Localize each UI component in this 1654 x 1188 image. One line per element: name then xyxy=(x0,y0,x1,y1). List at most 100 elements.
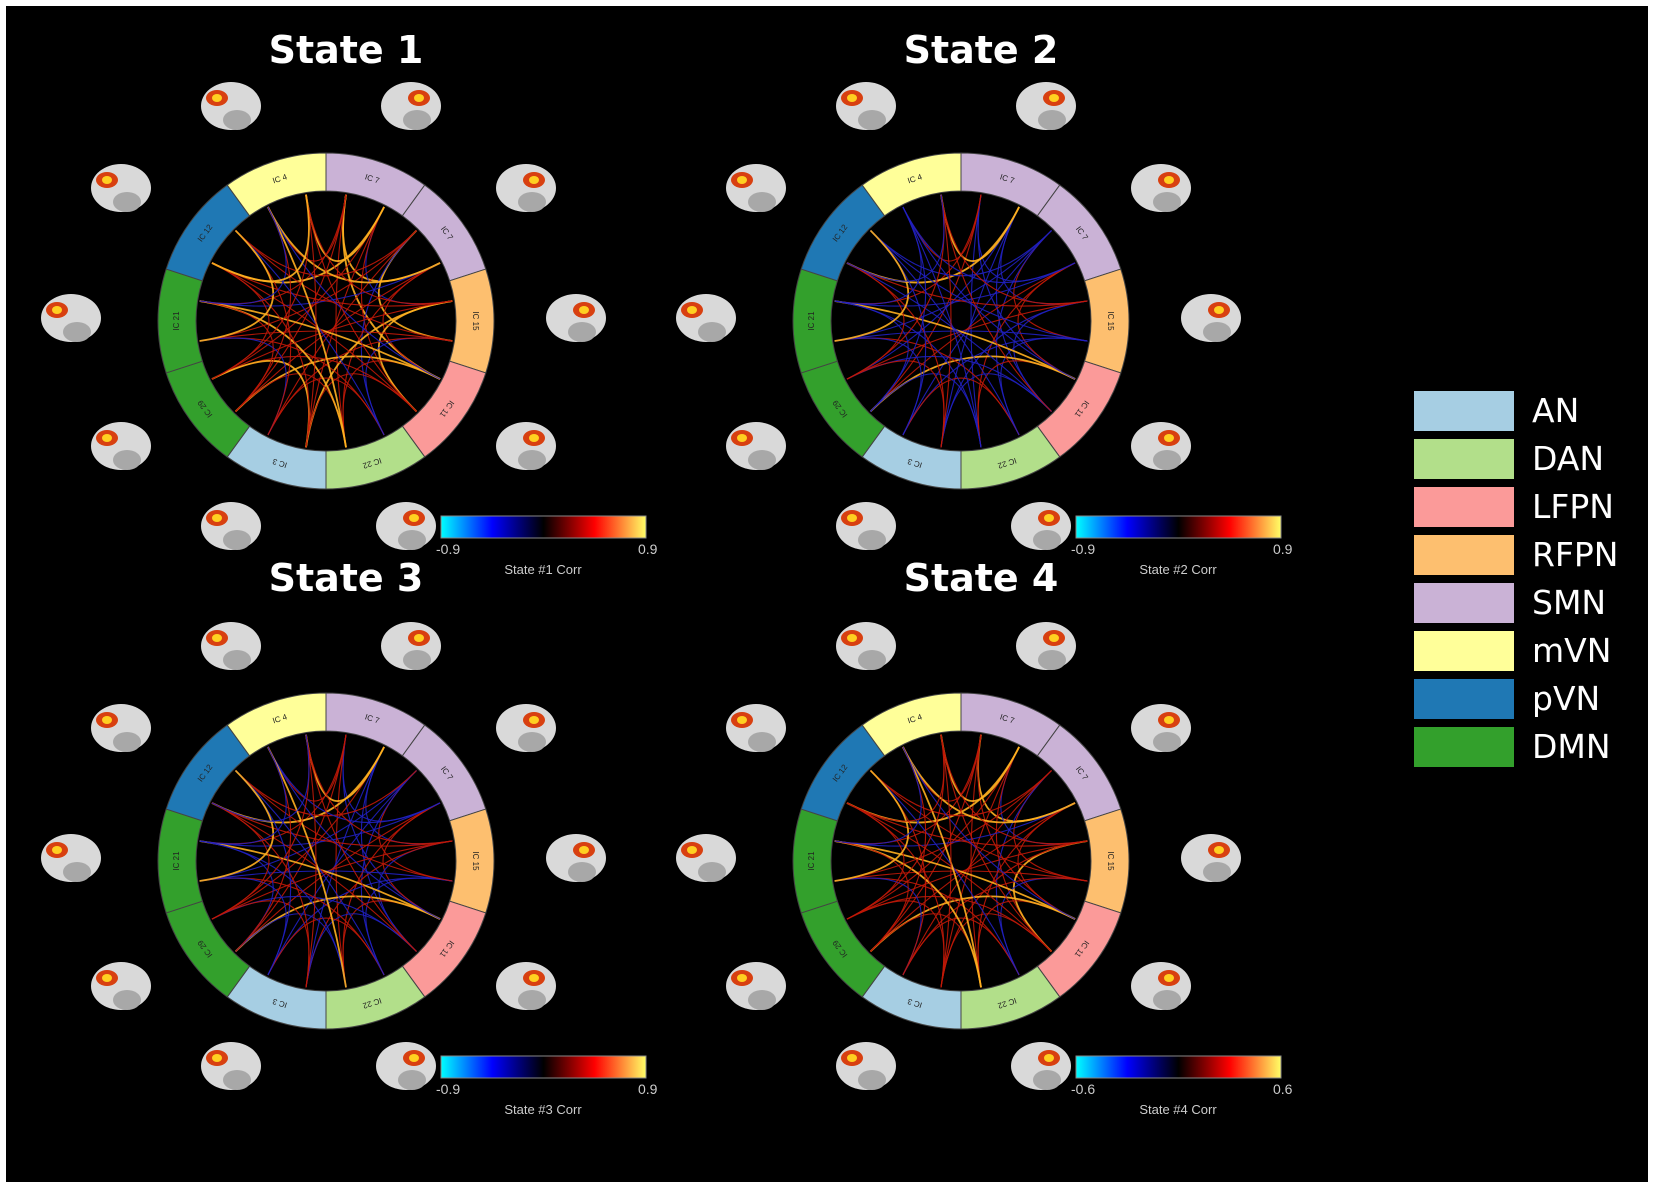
brain-activation-peak xyxy=(414,634,424,642)
legend-swatch xyxy=(1414,535,1514,575)
brain-activation-peak xyxy=(212,514,222,522)
legend-item: mVN xyxy=(1414,631,1644,671)
segment-label: IC 21 xyxy=(172,311,181,331)
colorbar-max-label: 0.9 xyxy=(638,541,658,557)
brain-thumbnail xyxy=(1131,962,1191,1010)
brain-activation-peak xyxy=(847,514,857,522)
brain-stem xyxy=(1153,990,1181,1010)
colorbar-max-label: 0.9 xyxy=(638,1081,658,1097)
brain-thumbnail xyxy=(41,294,101,342)
brain-activation-peak xyxy=(409,1054,419,1062)
legend-item: pVN xyxy=(1414,679,1644,719)
brain-stem xyxy=(858,110,886,130)
connections xyxy=(199,734,453,988)
figure-canvas: State 1 IC 7 IC 7 IC 15 IC 11 IC 22 IC 3 IC 29… xyxy=(6,6,1648,1182)
connection-curve xyxy=(870,230,1088,342)
legend-item: AN xyxy=(1414,391,1644,431)
connection-curve xyxy=(305,734,317,988)
brain-stem xyxy=(63,322,91,342)
brain-activation-peak xyxy=(847,634,857,642)
brain-thumbnail xyxy=(91,422,151,470)
state-title: State 1 xyxy=(268,28,424,72)
connection-curve xyxy=(846,802,1052,952)
brain-thumbnail xyxy=(496,962,556,1010)
brain-stem xyxy=(113,990,141,1010)
brain-activation-peak xyxy=(1164,434,1174,442)
legend-swatch xyxy=(1414,679,1514,719)
brain-thumbnail xyxy=(376,1042,436,1090)
connection-curve xyxy=(940,194,1052,412)
colorbar: -0.9 0.9 State #3 Corr xyxy=(436,1055,658,1117)
colorbar-min-label: -0.6 xyxy=(1071,1081,1095,1097)
connection-curve xyxy=(834,229,910,342)
legend-swatch xyxy=(1414,727,1514,767)
brain-stem xyxy=(223,1070,251,1090)
brain-stem xyxy=(748,192,776,212)
connection-curve xyxy=(846,802,1088,847)
brain-stem xyxy=(63,862,91,882)
state-title: State 4 xyxy=(903,556,1059,600)
legend-item: RFPN xyxy=(1414,535,1644,575)
brain-stem xyxy=(698,322,726,342)
brain-activation-peak xyxy=(102,176,112,184)
connections xyxy=(834,194,1088,448)
connection-curve xyxy=(870,770,1088,882)
brain-activation-peak xyxy=(52,306,62,314)
segment-label: IC 7 xyxy=(999,172,1016,185)
brain-stem xyxy=(858,650,886,670)
brain-stem xyxy=(1033,1070,1061,1090)
brain-stem xyxy=(403,110,431,130)
brain-thumbnail xyxy=(201,502,261,550)
brain-activation-peak xyxy=(52,846,62,854)
connection-curve xyxy=(834,262,1076,307)
brain-activation-peak xyxy=(847,94,857,102)
brain-activation-peak xyxy=(687,306,697,314)
connection-curve xyxy=(305,194,453,305)
brain-thumbnail xyxy=(1131,164,1191,212)
connection-curve xyxy=(211,802,453,847)
connections xyxy=(834,734,1088,988)
brain-activation-peak xyxy=(847,1054,857,1062)
connection-curve xyxy=(902,206,1076,283)
brain-thumbnail xyxy=(376,502,436,550)
segment-label: IC 7 xyxy=(999,712,1016,725)
segment-label: IC 15 xyxy=(471,311,480,331)
connection-curve xyxy=(834,746,922,845)
legend-swatch xyxy=(1414,631,1514,671)
brain-activation-peak xyxy=(737,176,747,184)
brain-thumbnail xyxy=(726,704,786,752)
colorbar-title: State #4 Corr xyxy=(1139,1102,1217,1117)
brain-stem xyxy=(113,450,141,470)
state-3-panel: State 3 IC 7 IC 7 IC 15 IC 11 IC 22 IC 3 IC 29… xyxy=(26,556,716,1136)
brain-stem xyxy=(113,732,141,752)
connection-curve xyxy=(199,206,287,305)
brain-stem xyxy=(1203,862,1231,882)
connection-curve xyxy=(305,194,317,448)
brain-activation-peak xyxy=(1044,514,1054,522)
brain-stem xyxy=(398,530,426,550)
brain-stem xyxy=(1038,110,1066,130)
connection-curve xyxy=(870,770,1052,817)
brain-activation-peak xyxy=(529,974,539,982)
brain-stem xyxy=(748,732,776,752)
segment-label: IC 21 xyxy=(172,851,181,871)
brain-activation-peak xyxy=(102,434,112,442)
segment-label: IC 3 xyxy=(906,996,923,1009)
connection-curve xyxy=(305,734,453,845)
connection-curve xyxy=(834,802,1076,847)
brain-activation-peak xyxy=(1214,846,1224,854)
connection-curve xyxy=(870,802,1076,952)
state-title: State 3 xyxy=(268,556,424,600)
connection-curve xyxy=(846,262,1052,412)
connection-curve xyxy=(902,746,1076,920)
brain-activation-peak xyxy=(529,716,539,724)
colorbar-min-label: -0.9 xyxy=(1071,541,1095,557)
brain-thumbnail xyxy=(496,422,556,470)
colorbar-max-label: 0.6 xyxy=(1273,1081,1293,1097)
brain-stem xyxy=(403,650,431,670)
brain-stem xyxy=(1153,450,1181,470)
connection-curve xyxy=(211,734,310,822)
brain-activation-peak xyxy=(737,434,747,442)
colorbar-min-label: -0.9 xyxy=(436,1081,460,1097)
